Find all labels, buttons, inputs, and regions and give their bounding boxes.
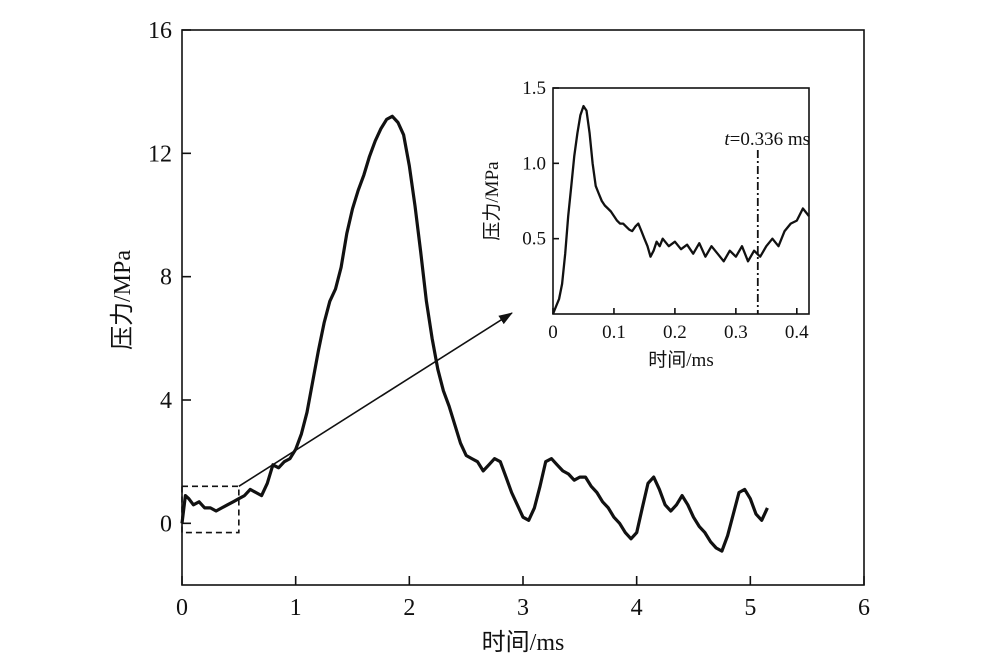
inset-plot-frame: [552, 87, 810, 315]
time-marker-symbol: t: [724, 129, 730, 150]
inset-y-tick-label: 1.5: [522, 78, 546, 99]
main-y-tick-label: 0: [160, 511, 172, 537]
main-x-tick-label: 2: [403, 595, 415, 621]
main-y-tick-label: 4: [160, 388, 172, 414]
main-y-axis-label: 压力/MPa: [109, 250, 136, 350]
zoom-box: [181, 485, 240, 534]
inset-x-tick-label: 0.1: [602, 322, 626, 343]
main-x-tick-label: 1: [290, 595, 302, 621]
inset-y-ticks: 0.5 1.0 1.5: [522, 78, 559, 250]
inset-x-ticks: 0 0.1 0.2 0.3 0.4: [548, 308, 809, 343]
inset-y-tick-label: 1.0: [522, 153, 546, 174]
main-x-axis-label: 时间/ms: [482, 629, 565, 656]
main-series-line: [180, 114, 769, 553]
main-y-tick-label: 12: [148, 141, 172, 167]
main-x-tick-label: 6: [858, 595, 870, 621]
main-y-ticks: 0 4 8 12 16: [148, 18, 191, 537]
main-plot-frame: [181, 29, 865, 586]
main-y-tick-label: 8: [160, 265, 172, 291]
zoom-arrow: [238, 312, 513, 488]
inset-x-axis-label: 时间/ms: [648, 349, 713, 371]
main-y-tick-label: 16: [148, 18, 172, 44]
inset-x-tick-label: 0.4: [785, 322, 809, 343]
main-x-tick-label: 5: [744, 595, 756, 621]
main-x-tick-label: 0: [176, 595, 188, 621]
inset-chart: 0.5 1.0 1.5 0 0.1 0.2 0.3 0.4 t=0.336 ms 时间/ms…: [481, 78, 810, 371]
inset-y-tick-label: 0.5: [522, 229, 546, 250]
main-x-tick-label: 4: [631, 595, 643, 621]
inset-y-axis-label: 压力/MPa: [481, 161, 503, 241]
inset-x-tick-label: 0: [548, 322, 558, 343]
inset-x-tick-label: 0.2: [663, 322, 687, 343]
inset-series-line: [551, 104, 810, 315]
main-x-ticks: 0 1 2 3 4 5 6: [176, 576, 870, 621]
time-marker-value: =0.336 ms: [730, 129, 810, 150]
main-x-tick-label: 3: [517, 595, 529, 621]
inset-x-tick-label: 0.3: [724, 322, 748, 343]
time-marker-label: t=0.336 ms: [724, 129, 810, 150]
